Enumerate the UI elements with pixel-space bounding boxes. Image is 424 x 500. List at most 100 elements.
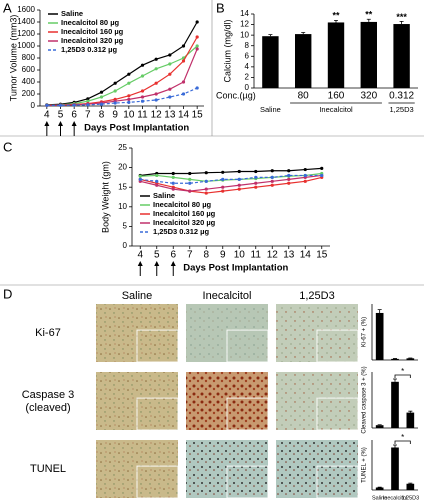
y-axis-label: Cleaved caspase 3 + (%) [362, 366, 368, 433]
y-axis-label: Calcium (mg/dl) [222, 19, 232, 82]
data-point [127, 94, 131, 98]
y-tick-label: 6 [245, 51, 250, 60]
data-point [168, 62, 172, 66]
data-point [195, 47, 199, 51]
data-point [155, 179, 159, 183]
panel-label: B [216, 0, 225, 15]
legend-label: Inecalcitol 80 µg [61, 18, 120, 27]
y-axis-label: Tumor Volume (mm3) [8, 15, 18, 102]
legend-label: 1,25D3 0.312 µg [61, 45, 117, 54]
micrograph-inset [316, 329, 359, 363]
data-point [287, 173, 291, 178]
data-point [86, 99, 90, 103]
x-tick-label: 14 [178, 110, 190, 121]
y-tick-label: 400 [22, 77, 36, 86]
bar [391, 358, 399, 360]
bar [295, 34, 312, 88]
bar [375, 487, 384, 490]
significance-label: *** [396, 12, 407, 22]
y-tick-label: 10 [118, 202, 127, 211]
data-point [45, 103, 49, 107]
data-point [254, 175, 258, 179]
series-line [140, 176, 322, 194]
data-point [237, 177, 241, 181]
data-point [195, 44, 199, 48]
x-tick-label: 12 [151, 110, 163, 121]
column-header: Inecalcitol [203, 290, 252, 302]
error-bar [334, 19, 338, 23]
row-label-line: (cleaved) [25, 402, 70, 414]
treatment-arrowhead [154, 261, 160, 266]
treatment-arrowhead [44, 121, 50, 126]
micrograph-inset [136, 329, 179, 363]
error-bar [393, 444, 397, 448]
column-header: Saline [122, 290, 153, 302]
data-point [188, 181, 192, 185]
data-point [86, 103, 90, 107]
data-point [154, 67, 158, 71]
treatment-arrowhead [137, 261, 143, 266]
significance-bracket [394, 374, 411, 378]
group-label: Saline [260, 105, 281, 114]
data-point [221, 185, 225, 189]
y-tick-label: 20 [118, 163, 127, 172]
y-tick-label: 5 [123, 222, 128, 231]
data-point [168, 87, 172, 91]
data-point [287, 177, 291, 181]
data-point [303, 173, 307, 178]
data-point [254, 169, 258, 174]
data-point [168, 95, 172, 99]
x-tick-label: 12 [267, 250, 279, 261]
error-bar [377, 309, 382, 313]
row-label: Caspase 3 (cleaved) [22, 389, 75, 414]
error-bar [408, 410, 413, 413]
data-point [320, 173, 324, 178]
y-tick-label: 0 [123, 241, 128, 250]
data-point [188, 189, 192, 193]
y-tick-label: 14 [240, 9, 249, 18]
legend-label: 1,25D3 0.312 µg [153, 227, 209, 236]
error-bar [268, 34, 273, 37]
data-point [138, 177, 142, 181]
data-point [181, 80, 186, 84]
legend-label: Saline [153, 191, 175, 200]
data-point [86, 97, 90, 101]
data-point [181, 44, 186, 48]
data-point [188, 171, 192, 176]
row-label-line: Ki-67 [35, 327, 61, 339]
data-point [140, 89, 145, 93]
x-tick-label: Saline [372, 495, 387, 500]
data-point [113, 81, 117, 85]
x-tick-label: 7 [187, 250, 193, 261]
row-label: Ki-67 [35, 327, 61, 339]
x-tick-label: 9 [112, 110, 118, 121]
x-tick-label: 7 [85, 110, 91, 121]
data-point [188, 177, 192, 181]
x-tick-label: 5 [154, 250, 160, 261]
micrograph-inset [136, 465, 179, 499]
y-tick-label: 10 [240, 30, 249, 39]
treatment-arrowhead [71, 121, 77, 126]
legend-label: Inecalcitol 160 µg [153, 209, 216, 218]
data-point [254, 181, 258, 185]
data-point [303, 167, 307, 172]
data-point [140, 95, 145, 99]
y-tick-label: 0 [245, 83, 250, 92]
data-point [303, 179, 307, 183]
x-tick-label: 14 [300, 250, 312, 261]
micrograph-inset [316, 397, 359, 431]
data-point [221, 170, 225, 174]
significance-label: ** [365, 10, 373, 20]
series-line [46, 21, 198, 106]
y-tick-label: 0 [31, 101, 36, 110]
bar [375, 425, 384, 428]
significance-label: * [401, 433, 404, 442]
data-point [127, 72, 131, 76]
data-point [237, 169, 241, 174]
bar [360, 21, 377, 88]
series-line [140, 174, 322, 184]
y-axis-label: Ki-67 + (%) [362, 317, 368, 347]
data-point [99, 90, 104, 94]
